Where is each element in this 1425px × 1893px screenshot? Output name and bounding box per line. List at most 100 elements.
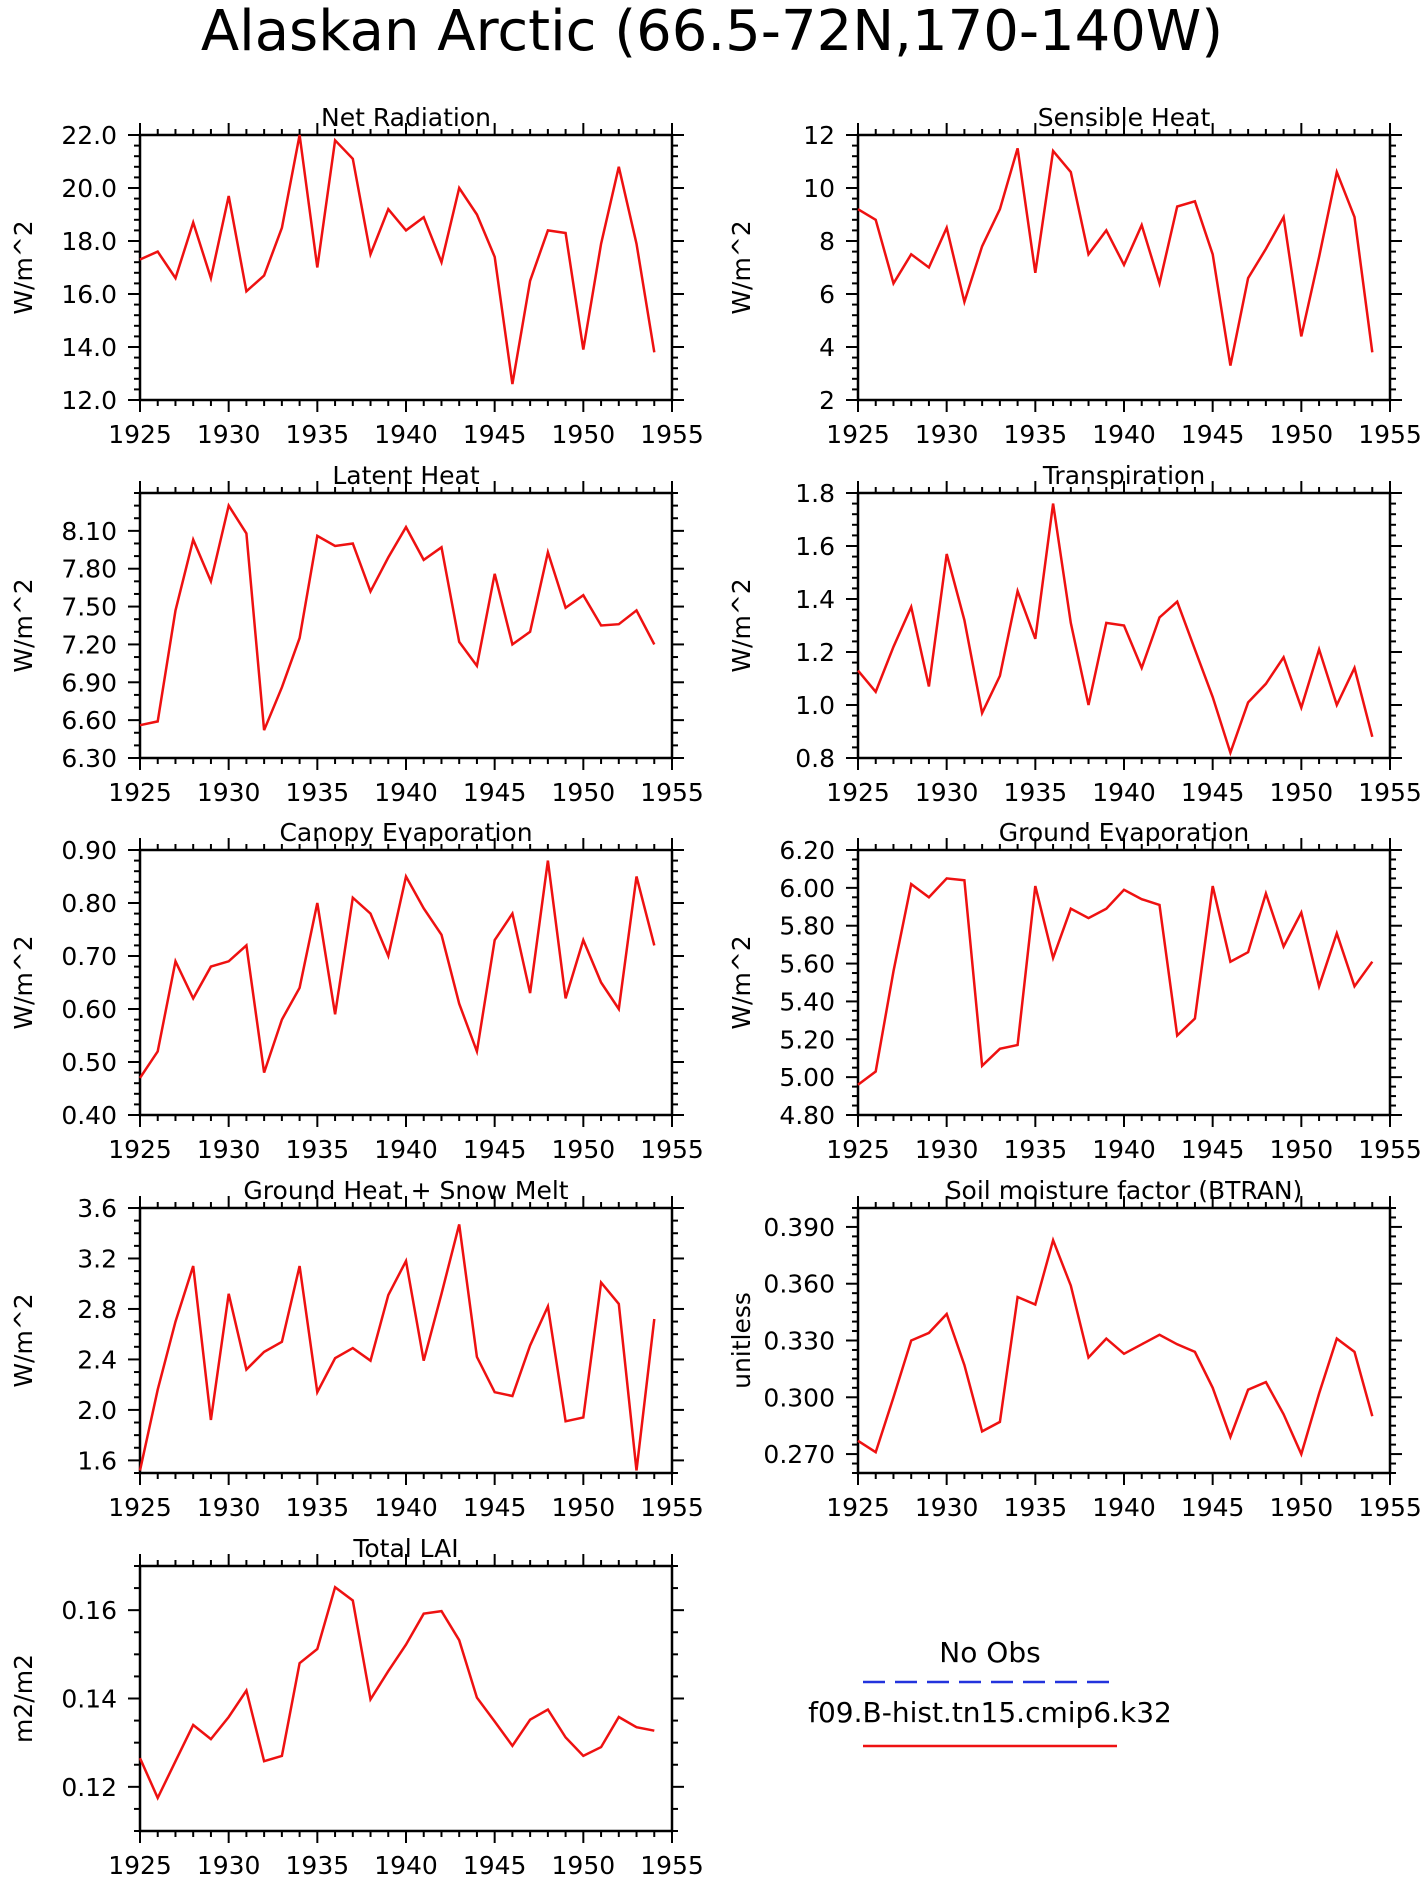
series-line xyxy=(138,1585,655,1801)
y-tick-label: 18.0 xyxy=(61,227,117,256)
series-line xyxy=(139,502,656,731)
y-tick-label: 0.70 xyxy=(61,942,117,971)
x-tick-label: 1945 xyxy=(463,1493,527,1522)
y-tick-label: 0.50 xyxy=(61,1048,117,1077)
legend-label-no-obs: No Obs xyxy=(939,1636,1040,1669)
x-tick-label: 1930 xyxy=(197,1851,261,1880)
tick-marks xyxy=(846,1196,1402,1485)
y-tick-label: 2.4 xyxy=(77,1345,117,1374)
plot-frame xyxy=(856,1206,1392,1475)
x-tick-label: 1935 xyxy=(286,778,350,807)
legend-label-model: f09.B-hist.tn15.cmip6.k32 xyxy=(808,1696,1172,1729)
series-line xyxy=(857,503,1374,757)
series-line xyxy=(857,147,1374,366)
y-tick-label: 6.30 xyxy=(61,744,117,773)
y-tick-label: 14.0 xyxy=(61,333,117,362)
tick-marks xyxy=(128,838,684,1127)
x-tick-label: 1930 xyxy=(197,420,261,449)
plot-frame xyxy=(138,848,674,1117)
y-tick-label: 0.14 xyxy=(61,1685,117,1714)
page-title: Alaskan Arctic (66.5-72N,170-140W) xyxy=(201,0,1223,64)
y-tick-label: 22.0 xyxy=(61,121,117,150)
series-line xyxy=(139,134,656,385)
x-tick-label: 1940 xyxy=(1092,1135,1156,1164)
x-tick-label: 1955 xyxy=(1358,1135,1422,1164)
x-tick-label: 1945 xyxy=(1181,778,1245,807)
x-tick-label: 1925 xyxy=(108,1135,172,1164)
x-tick-label: 1950 xyxy=(552,778,616,807)
y-axis-label: W/m^2 xyxy=(727,220,756,314)
y-tick-label: 5.40 xyxy=(779,987,835,1016)
x-tick-label: 1945 xyxy=(463,420,527,449)
x-tick-label: 1935 xyxy=(1004,1135,1068,1164)
x-tick-label: 1935 xyxy=(286,1135,350,1164)
plot-frame xyxy=(138,491,674,760)
tick-marks xyxy=(128,123,684,412)
x-tick-label: 1935 xyxy=(1004,778,1068,807)
y-tick-label: 8.10 xyxy=(61,517,117,546)
y-tick-label: 0.16 xyxy=(61,1596,117,1625)
y-tick-label: 0.360 xyxy=(763,1270,835,1299)
x-tick-label: 1930 xyxy=(915,1493,979,1522)
x-tick-label: 1945 xyxy=(463,1851,527,1880)
x-tick-label: 1930 xyxy=(915,420,979,449)
series-line xyxy=(857,1236,1374,1458)
y-tick-label: 0.390 xyxy=(763,1213,835,1242)
x-tick-label: 1945 xyxy=(1181,1135,1245,1164)
y-axis-label: W/m^2 xyxy=(727,578,756,672)
y-axis-label: unitless xyxy=(727,1292,756,1389)
y-axis-label: W/m^2 xyxy=(727,935,756,1029)
y-tick-label: 1.0 xyxy=(795,691,835,720)
legend: No Obs f09.B-hist.tn15.cmip6.k32 xyxy=(808,1636,1172,1748)
x-tick-label: 1955 xyxy=(1358,1493,1422,1522)
y-tick-label: 0.8 xyxy=(795,744,835,773)
y-axis-label: W/m^2 xyxy=(9,1293,38,1387)
y-axis-label: W/m^2 xyxy=(9,935,38,1029)
x-tick-label: 1935 xyxy=(286,420,350,449)
tick-marks xyxy=(846,123,1402,412)
x-tick-label: 1955 xyxy=(640,1851,704,1880)
y-tick-label: 6.90 xyxy=(61,668,117,697)
x-tick-label: 1940 xyxy=(1092,778,1156,807)
x-tick-label: 1925 xyxy=(826,1493,890,1522)
y-axis-label: m2/m2 xyxy=(9,1654,38,1743)
x-tick-label: 1925 xyxy=(826,1135,890,1164)
series-line xyxy=(138,1224,656,1471)
y-tick-label: 2 xyxy=(819,386,835,415)
y-tick-label: 5.60 xyxy=(779,950,835,979)
y-tick-label: 6.60 xyxy=(61,706,117,735)
x-tick-label: 1925 xyxy=(108,778,172,807)
x-tick-label: 1945 xyxy=(1181,420,1245,449)
x-tick-label: 1955 xyxy=(640,1135,704,1164)
x-tick-label: 1955 xyxy=(640,778,704,807)
panel-soil-moisture-factor: Soil moisture factor (BTRAN)1925 1930 1935… xyxy=(727,1176,1422,1522)
tick-marks xyxy=(846,838,1402,1127)
y-tick-label: 8 xyxy=(819,227,835,256)
y-tick-label: 7.20 xyxy=(61,630,117,659)
y-tick-label: 0.270 xyxy=(763,1440,835,1469)
plot-frame xyxy=(138,1564,674,1833)
x-tick-label: 1955 xyxy=(1358,778,1422,807)
x-tick-label: 1955 xyxy=(640,420,704,449)
y-tick-label: 5.00 xyxy=(779,1063,835,1092)
y-tick-label: 6.20 xyxy=(779,836,835,865)
x-tick-label: 1925 xyxy=(108,1851,172,1880)
y-tick-label: 0.80 xyxy=(61,889,117,918)
tick-marks xyxy=(128,481,684,770)
y-tick-label: 7.50 xyxy=(61,593,117,622)
x-tick-label: 1950 xyxy=(1270,778,1334,807)
y-axis-label: W/m^2 xyxy=(9,220,38,314)
x-tick-label: 1940 xyxy=(374,1493,438,1522)
y-tick-label: 4 xyxy=(819,333,835,362)
y-tick-label: 0.12 xyxy=(61,1773,117,1802)
x-tick-label: 1940 xyxy=(374,1851,438,1880)
y-tick-label: 3.6 xyxy=(77,1194,117,1223)
y-tick-label: 1.2 xyxy=(795,638,835,667)
x-tick-label: 1935 xyxy=(1004,420,1068,449)
x-tick-label: 1930 xyxy=(915,778,979,807)
